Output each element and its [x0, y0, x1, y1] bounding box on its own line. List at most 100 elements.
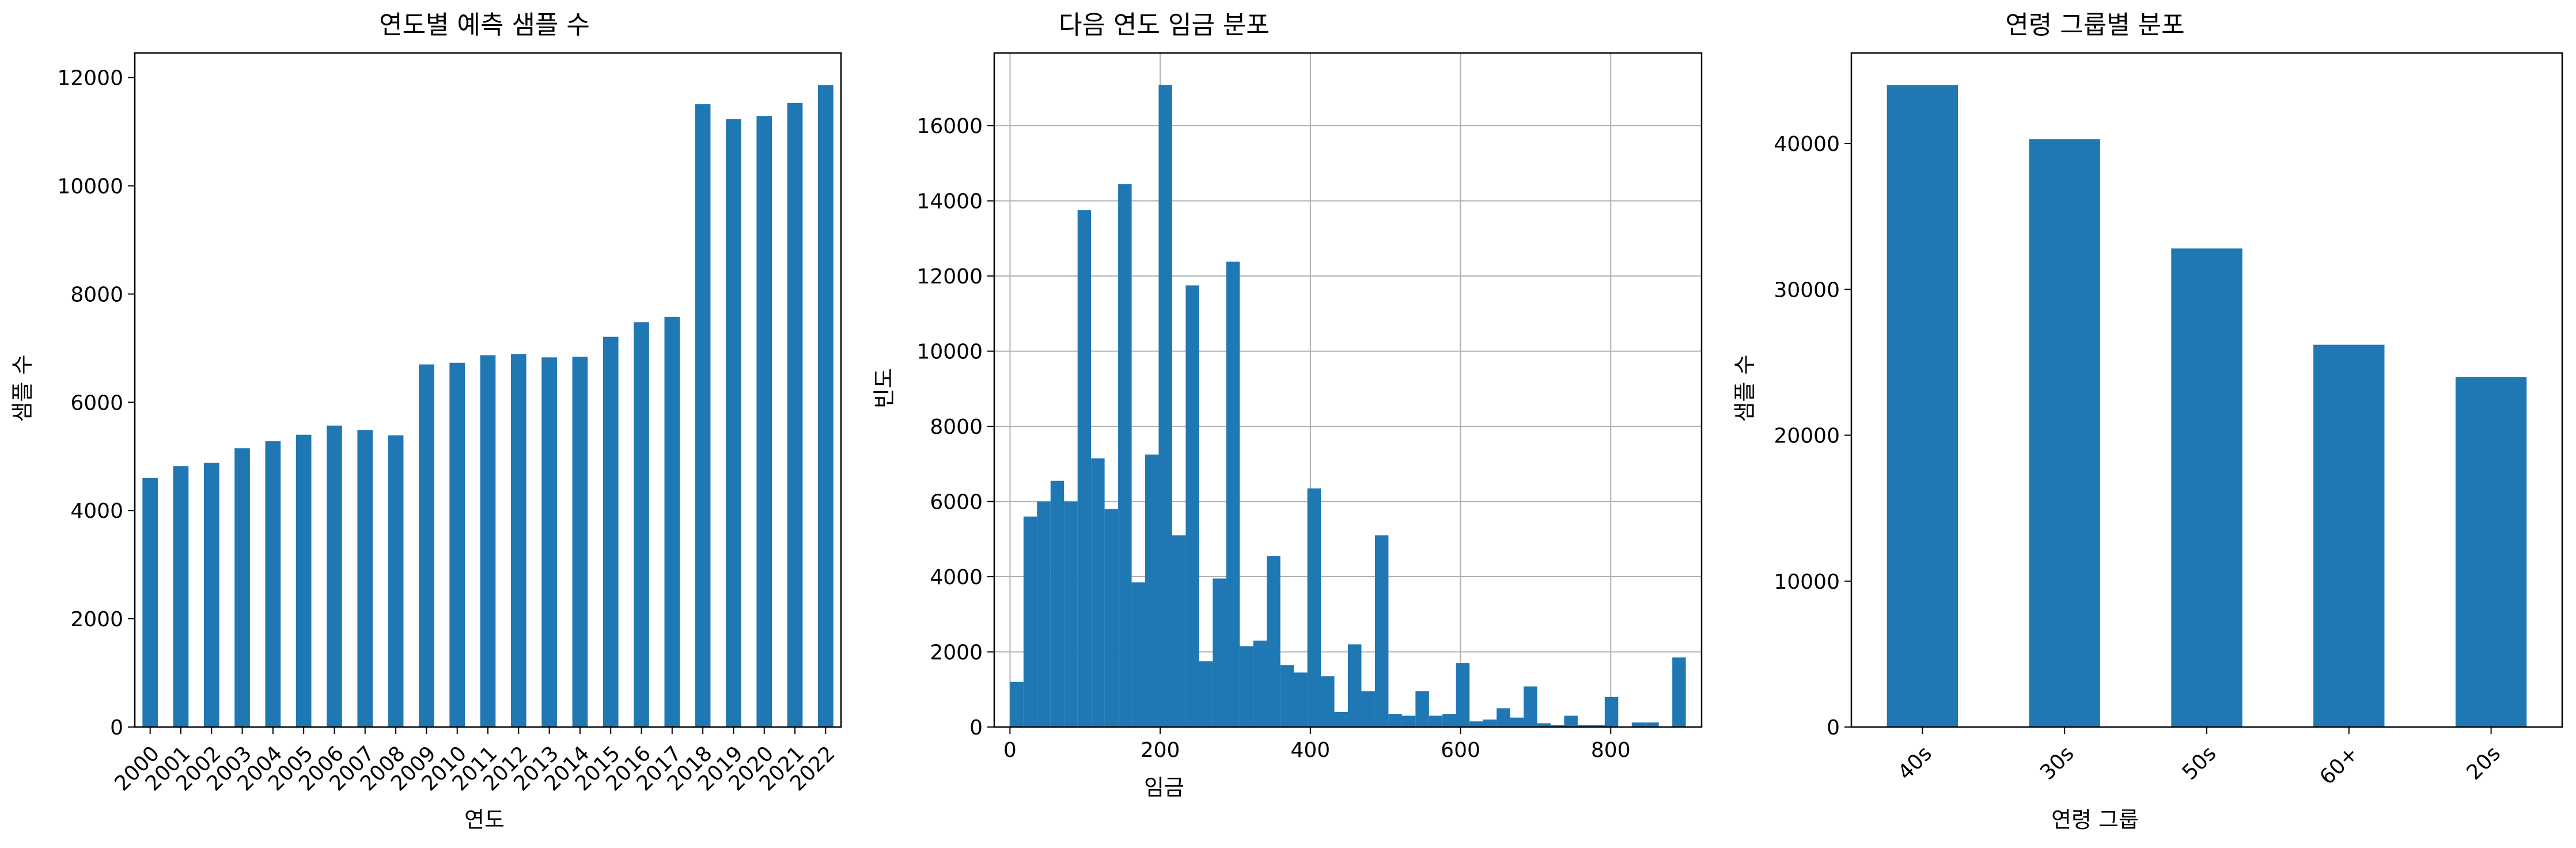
y-tick-label: 40000	[1774, 132, 1840, 156]
bar	[173, 466, 189, 727]
histogram-bar	[1118, 184, 1132, 727]
bar	[357, 430, 373, 727]
histogram-bar	[1374, 535, 1389, 727]
y-tick-label: 10000	[1774, 570, 1840, 594]
y-tick-label: 12000	[57, 67, 123, 90]
histogram-bar	[1415, 691, 1429, 727]
histogram-bar	[1050, 480, 1065, 727]
histogram-bar	[1226, 262, 1240, 727]
y-tick-label: 20000	[1774, 425, 1840, 448]
histogram-bar	[1321, 676, 1335, 727]
histogram-bar	[1524, 686, 1537, 727]
y-tick-label: 10000	[57, 175, 123, 199]
x-tick-label: 60+	[2316, 741, 2363, 789]
y-tick-label: 2000	[930, 641, 983, 665]
x-axis-label: 연령 그룹	[2051, 807, 2139, 832]
y-tick-label: 8000	[70, 283, 123, 306]
histogram-bar	[1131, 582, 1146, 727]
bar	[510, 354, 526, 727]
histogram-bar	[1023, 516, 1037, 727]
histogram-bar	[1037, 501, 1051, 727]
bar	[296, 434, 312, 727]
histogram-bar	[1645, 722, 1659, 727]
histogram-bar	[1564, 716, 1578, 727]
histogram-bar	[1240, 646, 1253, 727]
plot-frame	[134, 52, 842, 728]
histogram-bar	[1185, 285, 1199, 727]
bar	[664, 316, 680, 727]
bar	[695, 104, 711, 727]
histogram-bar	[1483, 719, 1497, 727]
histogram-bar	[1334, 711, 1348, 727]
y-tick-label: 2000	[70, 608, 123, 631]
chart-title: 다음 연도 임금 분포	[1059, 10, 1270, 40]
bar	[2313, 344, 2385, 727]
histogram-bar	[1294, 672, 1308, 727]
bar	[419, 364, 434, 727]
bar	[2171, 248, 2242, 727]
x-axis-label: 임금	[1144, 775, 1184, 800]
year-sample-count-chart: 연도별 예측 샘플 수 연도 샘플 수 20002001200220032004…	[10, 10, 842, 832]
histogram-bar	[1267, 556, 1281, 727]
histogram-bar	[1091, 458, 1105, 727]
plot-frame	[993, 52, 1703, 728]
histogram-bar	[1591, 725, 1605, 727]
y-tick-label: 6000	[930, 491, 983, 514]
histogram-bar	[1631, 722, 1646, 727]
bar	[2455, 377, 2527, 727]
histogram-bar	[1577, 725, 1592, 727]
histogram-bar	[1158, 85, 1172, 728]
histogram-bar	[1550, 725, 1564, 727]
bar	[541, 357, 557, 727]
bar	[756, 116, 772, 728]
histogram-bar	[1213, 578, 1226, 727]
histogram-bar	[1537, 723, 1551, 727]
histogram-bar	[1280, 665, 1294, 727]
histogram-bar	[1253, 640, 1267, 727]
bar	[388, 435, 404, 727]
bar	[726, 119, 741, 728]
bar	[142, 478, 158, 727]
y-tick-label: 8000	[930, 415, 983, 439]
histogram-bar	[1497, 708, 1510, 727]
x-tick-label: 30s	[2036, 741, 2079, 785]
wage-histogram-chart: 다음 연도 임금 분포 임금 빈도 0 200 400 600 800020004000…	[872, 10, 1703, 800]
x-tick-label: 400	[1290, 739, 1330, 762]
histogram-bar	[1469, 721, 1483, 727]
histogram-bar	[1104, 509, 1119, 727]
histogram-bar	[1429, 716, 1443, 727]
bar	[818, 85, 834, 728]
histogram-bar	[1145, 455, 1159, 727]
y-tick-label: 16000	[916, 115, 983, 138]
bar	[572, 357, 588, 727]
histogram-bar	[1456, 663, 1470, 727]
x-tick-label: 800	[1591, 739, 1631, 762]
x-axis-label: 연도	[464, 807, 505, 832]
plot-area: 40s 30s 50s 60+ 20s 0 10000 20000 30000 40000	[1774, 52, 2563, 789]
bar	[634, 322, 649, 727]
y-tick-label: 0	[1827, 716, 1840, 740]
histogram-bar	[1442, 714, 1456, 727]
plot-area: 2000200120022003200420052006200720082009…	[57, 52, 842, 796]
bar	[787, 103, 803, 727]
plot-area: 0 200 400 600 800020004000600080001000012000…	[916, 52, 1703, 762]
histogram-bar	[1010, 682, 1024, 727]
bar	[203, 463, 219, 727]
bar	[449, 362, 465, 727]
bar	[265, 441, 281, 727]
x-tick-label: 50s	[2178, 741, 2221, 785]
y-tick-label: 10000	[916, 340, 983, 364]
chart-title: 연령 그룹별 분포	[2005, 10, 2184, 40]
histogram-bar	[1672, 657, 1686, 727]
y-tick-label: 30000	[1774, 278, 1840, 302]
x-tick-label: 20s	[2462, 741, 2505, 785]
histogram-bar	[1199, 661, 1213, 727]
histogram-bar	[1604, 696, 1619, 727]
histogram-bar	[1388, 714, 1402, 727]
y-tick-label: 4000	[930, 566, 983, 589]
age-group-distribution-chart: 연령 그룹별 분포 연령 그룹 샘플 수 40s 30s 50s 60+ 20s 0 100…	[1732, 10, 2563, 832]
x-tick-label: 200	[1141, 739, 1180, 762]
histogram-bar	[1077, 210, 1092, 728]
plot-frame	[1850, 52, 2563, 728]
